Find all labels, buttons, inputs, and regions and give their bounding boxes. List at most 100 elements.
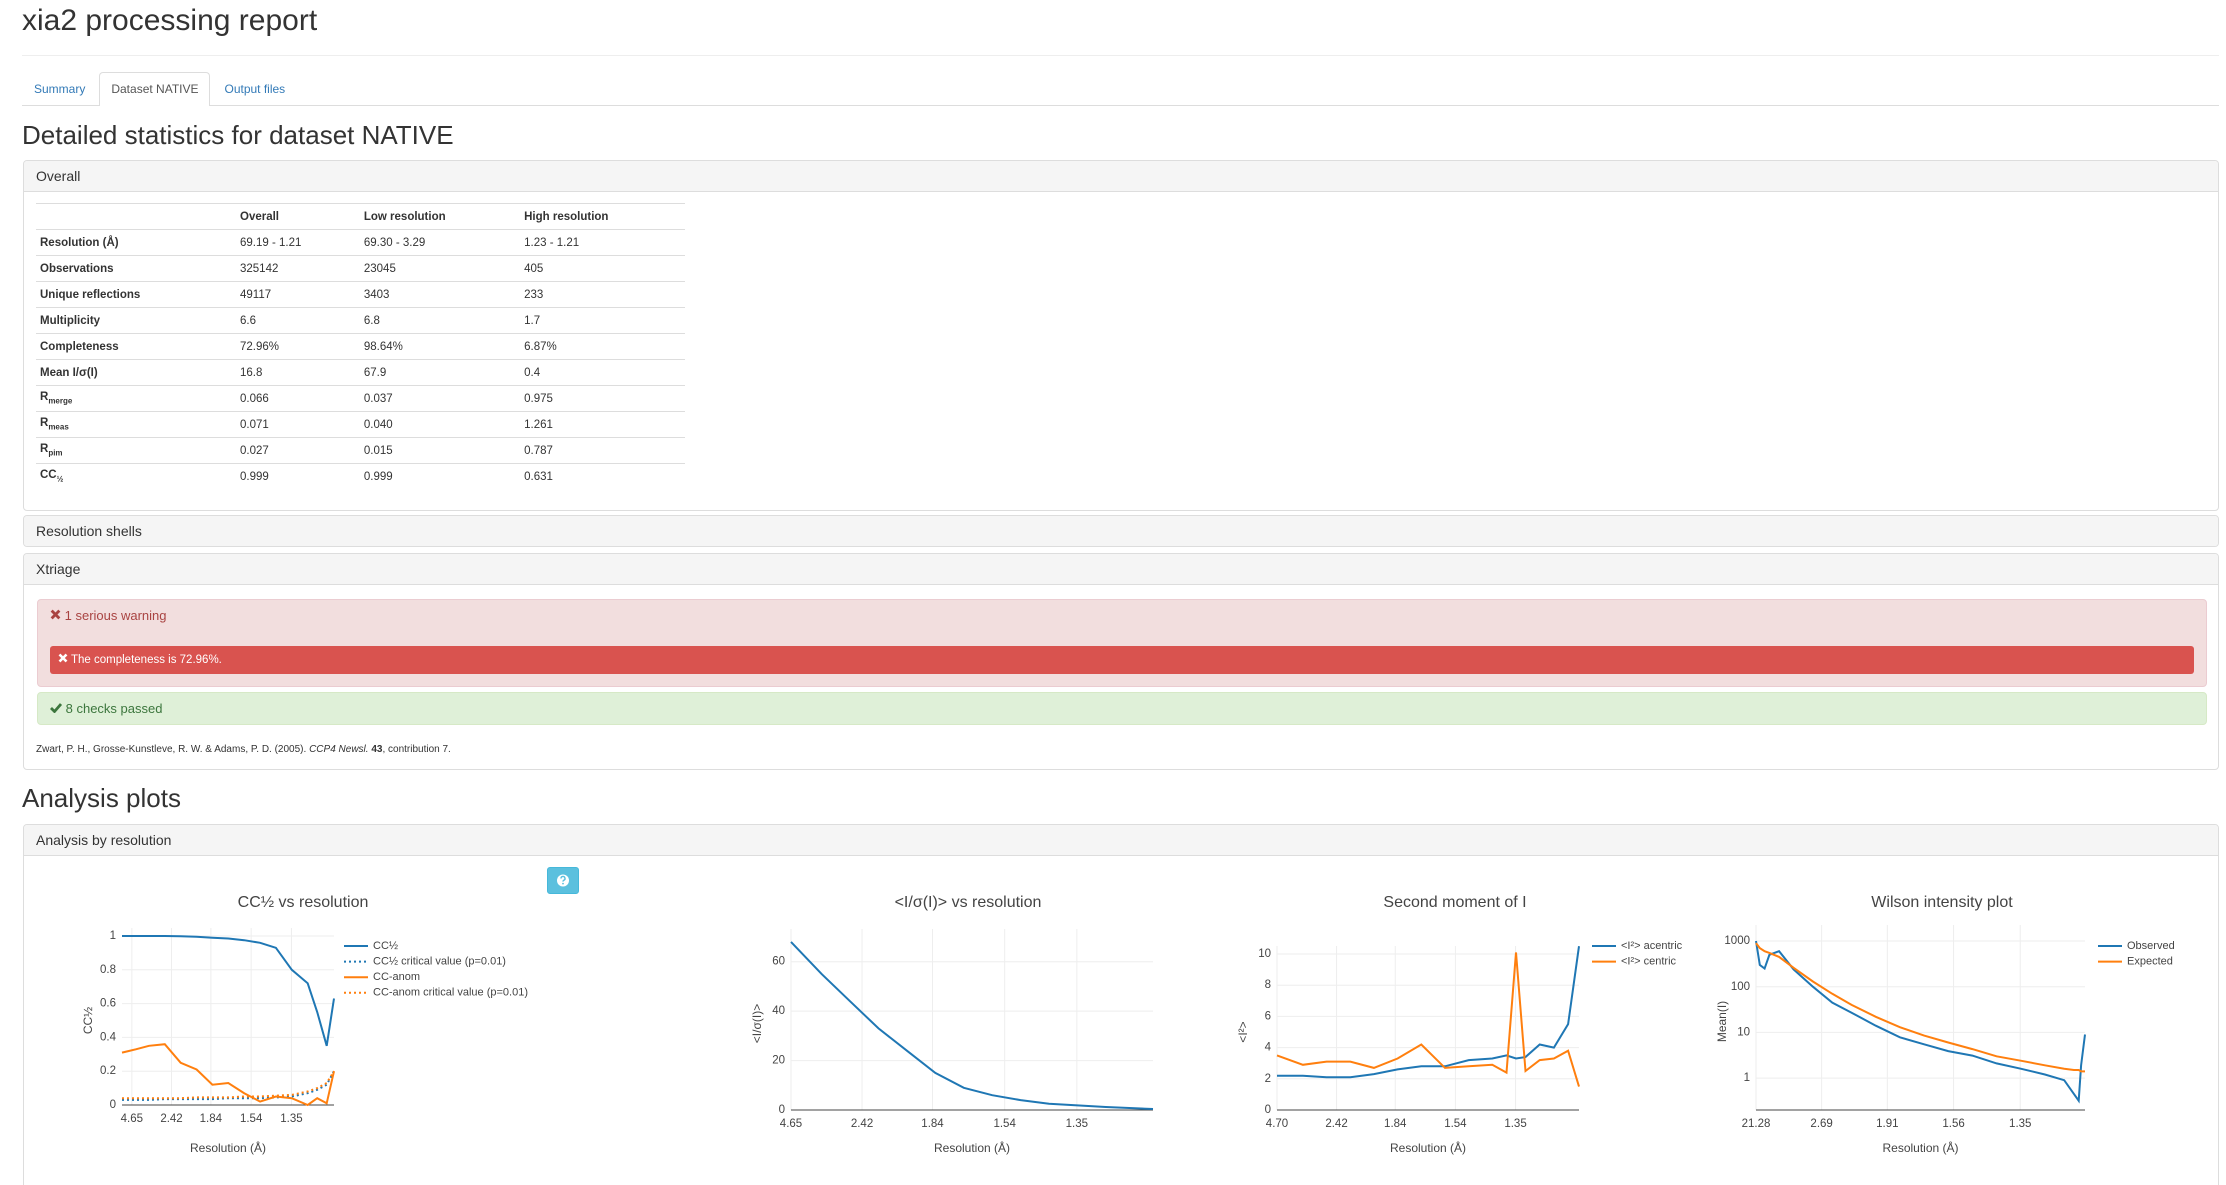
table-row: Rmeas 0.071 0.040 1.261: [36, 411, 685, 438]
y-tick-label: 0.2: [100, 1065, 116, 1077]
tab[interactable]: Output files: [224, 82, 286, 96]
series-line: [122, 935, 335, 1047]
x-tick-label: 2.42: [1325, 1118, 1347, 1130]
table-cell: 23045: [359, 255, 521, 282]
y-tick-label: 6: [1265, 1010, 1271, 1022]
label-text: Completeness: [40, 340, 119, 353]
y-tick-label: 0: [779, 1104, 785, 1116]
series-line: [1755, 940, 2086, 1104]
warning-heading[interactable]: 1 serious warning: [50, 608, 167, 623]
table-cell: 233: [520, 281, 685, 308]
passed-text: 8 checks passed: [65, 701, 163, 716]
divider: [22, 55, 2219, 56]
x-tick-label: 1.35: [280, 1113, 302, 1125]
table-cell: 0.999: [359, 463, 521, 489]
table-cell: 72.96%: [236, 333, 360, 360]
table-cell: 0.040: [359, 411, 521, 438]
label-text: Mean I/σ(I): [40, 366, 98, 379]
citation-volume: 43: [371, 744, 383, 755]
header-cell: Low resolution: [359, 203, 521, 230]
panel-heading[interactable]: Overall: [24, 161, 2218, 192]
warning-text: The completeness is 72.96%.: [71, 654, 222, 666]
panel-heading[interactable]: Analysis by resolution: [24, 825, 2218, 856]
row-label: Observations: [36, 255, 236, 282]
y-tick-label: 1: [110, 930, 116, 942]
x-tick-label: 1.35: [2009, 1118, 2031, 1130]
table-cell: 0.4: [520, 359, 685, 386]
tab[interactable]: Summary: [34, 82, 86, 96]
x-axis-label: Resolution (Å): [1882, 1140, 1958, 1155]
x-tick-label: 4.65: [121, 1113, 143, 1125]
tab[interactable]: Dataset NATIVE: [99, 72, 211, 106]
label-text: Multiplicity: [40, 314, 101, 327]
table-row: Observations 325142 23045 405: [36, 255, 685, 282]
plot-title: CC½ vs resolution: [238, 894, 369, 911]
legend-label: Expected: [2127, 956, 2173, 968]
table-row: Rmerge 0.066 0.037 0.975: [36, 385, 685, 412]
row-label: Mean I/σ(I): [36, 359, 236, 386]
label-text: Observations: [40, 262, 114, 275]
table-cell: 0.999: [236, 463, 360, 489]
warning-item[interactable]: The completeness is 72.96%.: [50, 646, 2194, 674]
row-label: Rpim: [36, 437, 236, 464]
panel-heading[interactable]: Resolution shells: [24, 516, 2218, 546]
x-axis-label: Resolution (Å): [190, 1140, 266, 1155]
series-line: [122, 1070, 335, 1101]
section-title: Detailed statistics for dataset NATIVE: [22, 120, 454, 150]
x-tick-label: 1.56: [1942, 1118, 1964, 1130]
x-tick-label: 2.42: [851, 1118, 873, 1130]
series-line: [1276, 952, 1580, 1087]
label-sub: meas: [48, 422, 69, 432]
table-cell: 69.19 - 1.21: [236, 229, 360, 256]
row-label: Unique reflections: [36, 281, 236, 308]
x-tick-label: 4.65: [780, 1118, 802, 1130]
x-tick-label: 1.35: [1066, 1118, 1088, 1130]
panel-heading[interactable]: Xtriage: [24, 554, 2218, 585]
y-tick-label: 1: [1744, 1072, 1750, 1084]
row-label: Resolution (Å): [36, 229, 236, 256]
label-text: R: [40, 443, 49, 456]
plot-title: <I/σ(I)> vs resolution: [895, 894, 1042, 911]
table-row: Multiplicity 6.6 6.8 1.7: [36, 307, 685, 334]
table-row: Mean I/σ(I) 16.8 67.9 0.4: [36, 359, 685, 386]
help-button[interactable]: [547, 867, 579, 894]
shells-panel: Resolution shells: [23, 515, 2219, 547]
x-tick-label: 21.28: [1742, 1118, 1771, 1130]
row-label: Rmerge: [36, 385, 236, 412]
table-cell: 0.631: [520, 463, 685, 489]
passed-alert[interactable]: 8 checks passed: [37, 692, 2207, 725]
page-title: xia2 processing report: [22, 4, 318, 37]
table-cell: 0.027: [236, 437, 360, 464]
table-cell: 0.066: [236, 385, 360, 412]
label-text: Unique reflections: [40, 288, 141, 301]
label-text: R: [40, 391, 49, 404]
series-line: [121, 1043, 335, 1107]
y-tick-label: 0.6: [100, 998, 116, 1010]
series-line: [1755, 942, 2085, 1073]
y-tick-label: 10: [1258, 948, 1271, 960]
table-cell: 0.787: [520, 437, 685, 464]
table-cell: 1.23 - 1.21: [520, 229, 685, 256]
y-tick-label: 0: [110, 1099, 116, 1111]
y-tick-label: 8: [1265, 979, 1271, 991]
legend-label: CC-anom critical value (p=0.01): [373, 987, 528, 999]
legend-label: <I²> centric: [1621, 956, 1677, 968]
table-cell: 1.7: [520, 307, 685, 334]
row-label: Rmeas: [36, 411, 236, 438]
y-axis-label: <I/σ(I)>: [750, 1004, 764, 1043]
table-cell: 67.9: [359, 359, 521, 386]
y-axis-label: CC½: [81, 1007, 95, 1034]
warning-summary: 1 serious warning: [64, 608, 167, 623]
x-tick-label: 1.84: [1384, 1118, 1407, 1130]
table-cell: 6.87%: [520, 333, 685, 360]
table-cell: 98.64%: [359, 333, 521, 360]
legend-label: CC-anom: [373, 971, 420, 983]
cross-icon: [50, 609, 61, 620]
overall-panel: Overall Overall Low resolution High resolu…: [23, 160, 2219, 511]
table-cell: 0.037: [359, 385, 521, 412]
label-sub: ½: [56, 474, 64, 484]
series-line: [122, 1070, 335, 1100]
y-tick-label: 0.4: [100, 1031, 117, 1043]
tab-bar: Summary Dataset NATIVE Output files: [22, 72, 2219, 106]
